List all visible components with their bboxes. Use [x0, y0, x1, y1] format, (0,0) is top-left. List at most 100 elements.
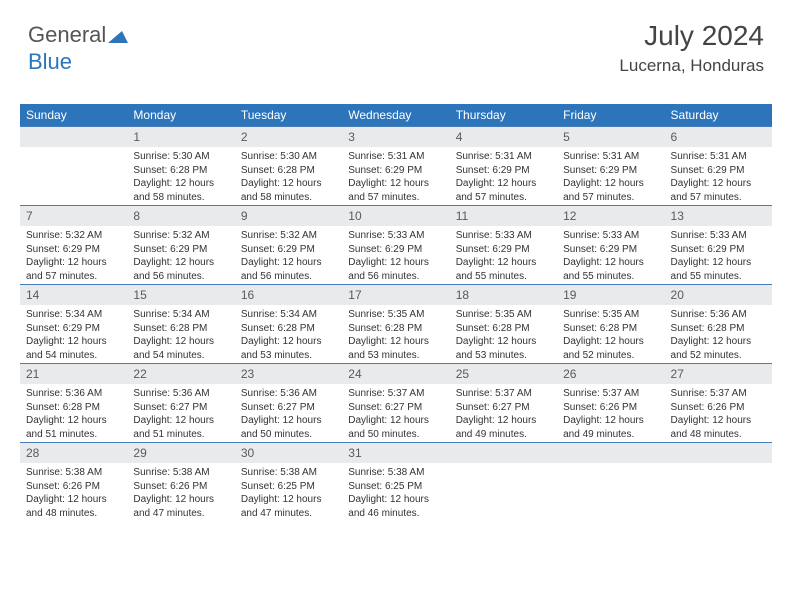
- empty-day-header: [665, 443, 772, 463]
- day-details: Sunrise: 5:37 AMSunset: 6:26 PMDaylight:…: [665, 384, 772, 442]
- brand-logo: General Blue: [28, 22, 128, 75]
- day-details: Sunrise: 5:33 AMSunset: 6:29 PMDaylight:…: [665, 226, 772, 284]
- sunset-line: Sunset: 6:29 PM: [241, 244, 315, 255]
- day-details: Sunrise: 5:36 AMSunset: 6:27 PMDaylight:…: [235, 384, 342, 442]
- sunset-line: Sunset: 6:28 PM: [26, 402, 100, 413]
- empty-day-body: [557, 463, 664, 521]
- sunset-line: Sunset: 6:26 PM: [671, 402, 745, 413]
- sunset-line: Sunset: 6:28 PM: [348, 323, 422, 334]
- day-number: 6: [665, 127, 772, 147]
- sunset-line: Sunset: 6:27 PM: [348, 402, 422, 413]
- daylight-line: Daylight: 12 hours and 57 minutes.: [563, 178, 644, 203]
- day-details: Sunrise: 5:33 AMSunset: 6:29 PMDaylight:…: [342, 226, 449, 284]
- sunrise-line: Sunrise: 5:30 AM: [241, 151, 317, 162]
- sunset-line: Sunset: 6:29 PM: [563, 244, 637, 255]
- calendar-cell: [20, 127, 127, 206]
- calendar-week-row: 14Sunrise: 5:34 AMSunset: 6:29 PMDayligh…: [20, 285, 772, 364]
- day-details: Sunrise: 5:35 AMSunset: 6:28 PMDaylight:…: [342, 305, 449, 363]
- day-number: 3: [342, 127, 449, 147]
- calendar-cell: 30Sunrise: 5:38 AMSunset: 6:25 PMDayligh…: [235, 443, 342, 522]
- calendar-cell: 27Sunrise: 5:37 AMSunset: 6:26 PMDayligh…: [665, 364, 772, 443]
- daylight-line: Daylight: 12 hours and 51 minutes.: [133, 415, 214, 440]
- sunset-line: Sunset: 6:28 PM: [563, 323, 637, 334]
- sunrise-line: Sunrise: 5:36 AM: [671, 309, 747, 320]
- daylight-line: Daylight: 12 hours and 47 minutes.: [133, 494, 214, 519]
- calendar-cell: 8Sunrise: 5:32 AMSunset: 6:29 PMDaylight…: [127, 206, 234, 285]
- logo-text-1: General: [28, 22, 106, 47]
- sunset-line: Sunset: 6:26 PM: [133, 481, 207, 492]
- day-details: Sunrise: 5:34 AMSunset: 6:28 PMDaylight:…: [235, 305, 342, 363]
- day-number: 5: [557, 127, 664, 147]
- daylight-line: Daylight: 12 hours and 57 minutes.: [348, 178, 429, 203]
- empty-day-body: [450, 463, 557, 521]
- day-details: Sunrise: 5:36 AMSunset: 6:27 PMDaylight:…: [127, 384, 234, 442]
- sunrise-line: Sunrise: 5:33 AM: [563, 230, 639, 241]
- day-number: 22: [127, 364, 234, 384]
- daylight-line: Daylight: 12 hours and 48 minutes.: [26, 494, 107, 519]
- calendar-week-row: 28 Sunrise: 5:38 AM Sunset: 6:26 PM Dayligh…: [20, 443, 772, 522]
- day-details: Sunrise: 5:31 AMSunset: 6:29 PMDaylight:…: [450, 147, 557, 205]
- calendar-cell: 9Sunrise: 5:32 AMSunset: 6:29 PMDaylight…: [235, 206, 342, 285]
- day-number: 7: [20, 206, 127, 226]
- calendar-cell: [557, 443, 664, 522]
- daylight-line: Daylight: 12 hours and 58 minutes.: [241, 178, 322, 203]
- weekday-header: Friday: [557, 104, 664, 127]
- calendar-table: Sunday Monday Tuesday Wednesday Thursday…: [20, 104, 772, 521]
- day-number: 21: [20, 364, 127, 384]
- daylight-line: Daylight: 12 hours and 55 minutes.: [671, 257, 752, 282]
- day-details: Sunrise: 5:37 AMSunset: 6:27 PMDaylight:…: [342, 384, 449, 442]
- calendar-cell: 19Sunrise: 5:35 AMSunset: 6:28 PMDayligh…: [557, 285, 664, 364]
- daylight-line: Daylight: 12 hours and 53 minutes.: [456, 336, 537, 361]
- daylight-line: Daylight: 12 hours and 52 minutes.: [563, 336, 644, 361]
- sunrise-line: Sunrise: 5:38 AM: [26, 467, 102, 478]
- weekday-header-row: Sunday Monday Tuesday Wednesday Thursday…: [20, 104, 772, 127]
- day-number: 14: [20, 285, 127, 305]
- daylight-line: Daylight: 12 hours and 58 minutes.: [133, 178, 214, 203]
- day-number: 10: [342, 206, 449, 226]
- sunset-line: Sunset: 6:27 PM: [456, 402, 530, 413]
- weekday-header: Monday: [127, 104, 234, 127]
- calendar-cell: 6Sunrise: 5:31 AMSunset: 6:29 PMDaylight…: [665, 127, 772, 206]
- sunrise-line: Sunrise: 5:37 AM: [671, 388, 747, 399]
- sunrise-line: Sunrise: 5:33 AM: [671, 230, 747, 241]
- calendar-cell: 1Sunrise: 5:30 AMSunset: 6:28 PMDaylight…: [127, 127, 234, 206]
- sunset-line: Sunset: 6:25 PM: [241, 481, 315, 492]
- weekday-header: Wednesday: [342, 104, 449, 127]
- logo-text-2: Blue: [28, 49, 72, 74]
- sunset-line: Sunset: 6:29 PM: [133, 244, 207, 255]
- daylight-line: Daylight: 12 hours and 56 minutes.: [241, 257, 322, 282]
- calendar-week-row: 7Sunrise: 5:32 AMSunset: 6:29 PMDaylight…: [20, 206, 772, 285]
- day-number: 30: [235, 443, 342, 463]
- calendar-cell: 11Sunrise: 5:33 AMSunset: 6:29 PMDayligh…: [450, 206, 557, 285]
- calendar-cell: 16Sunrise: 5:34 AMSunset: 6:28 PMDayligh…: [235, 285, 342, 364]
- day-details: Sunrise: 5:33 AMSunset: 6:29 PMDaylight:…: [450, 226, 557, 284]
- day-details: Sunrise: 5:32 AMSunset: 6:29 PMDaylight:…: [20, 226, 127, 284]
- day-number: 13: [665, 206, 772, 226]
- daylight-line: Daylight: 12 hours and 57 minutes.: [456, 178, 537, 203]
- calendar-cell: 14Sunrise: 5:34 AMSunset: 6:29 PMDayligh…: [20, 285, 127, 364]
- day-number: 24: [342, 364, 449, 384]
- sunset-line: Sunset: 6:29 PM: [456, 244, 530, 255]
- empty-day-body: [20, 147, 127, 205]
- sunrise-line: Sunrise: 5:38 AM: [348, 467, 424, 478]
- logo-triangle-icon: [108, 23, 128, 49]
- day-number: 18: [450, 285, 557, 305]
- daylight-line: Daylight: 12 hours and 56 minutes.: [348, 257, 429, 282]
- sunrise-line: Sunrise: 5:36 AM: [241, 388, 317, 399]
- sunrise-line: Sunrise: 5:36 AM: [26, 388, 102, 399]
- weekday-header: Tuesday: [235, 104, 342, 127]
- sunrise-line: Sunrise: 5:37 AM: [456, 388, 532, 399]
- calendar-week-row: 21 Sunrise: 5:36 AM Sunset: 6:28 PM Dayligh…: [20, 364, 772, 443]
- day-details: Sunrise: 5:36 AMSunset: 6:28 PMDaylight:…: [665, 305, 772, 363]
- empty-day-body: [665, 463, 772, 521]
- day-number: 28: [20, 443, 127, 463]
- day-details: Sunrise: 5:38 AMSunset: 6:25 PMDaylight:…: [235, 463, 342, 521]
- calendar-body: 1Sunrise: 5:30 AMSunset: 6:28 PMDaylight…: [20, 127, 772, 522]
- day-details: Sunrise: 5:35 AMSunset: 6:28 PMDaylight:…: [450, 305, 557, 363]
- sunset-line: Sunset: 6:29 PM: [348, 165, 422, 176]
- sunset-line: Sunset: 6:29 PM: [348, 244, 422, 255]
- empty-day-header: [557, 443, 664, 463]
- day-number: 16: [235, 285, 342, 305]
- sunset-line: Sunset: 6:29 PM: [563, 165, 637, 176]
- day-details: Sunrise: 5:35 AMSunset: 6:28 PMDaylight:…: [557, 305, 664, 363]
